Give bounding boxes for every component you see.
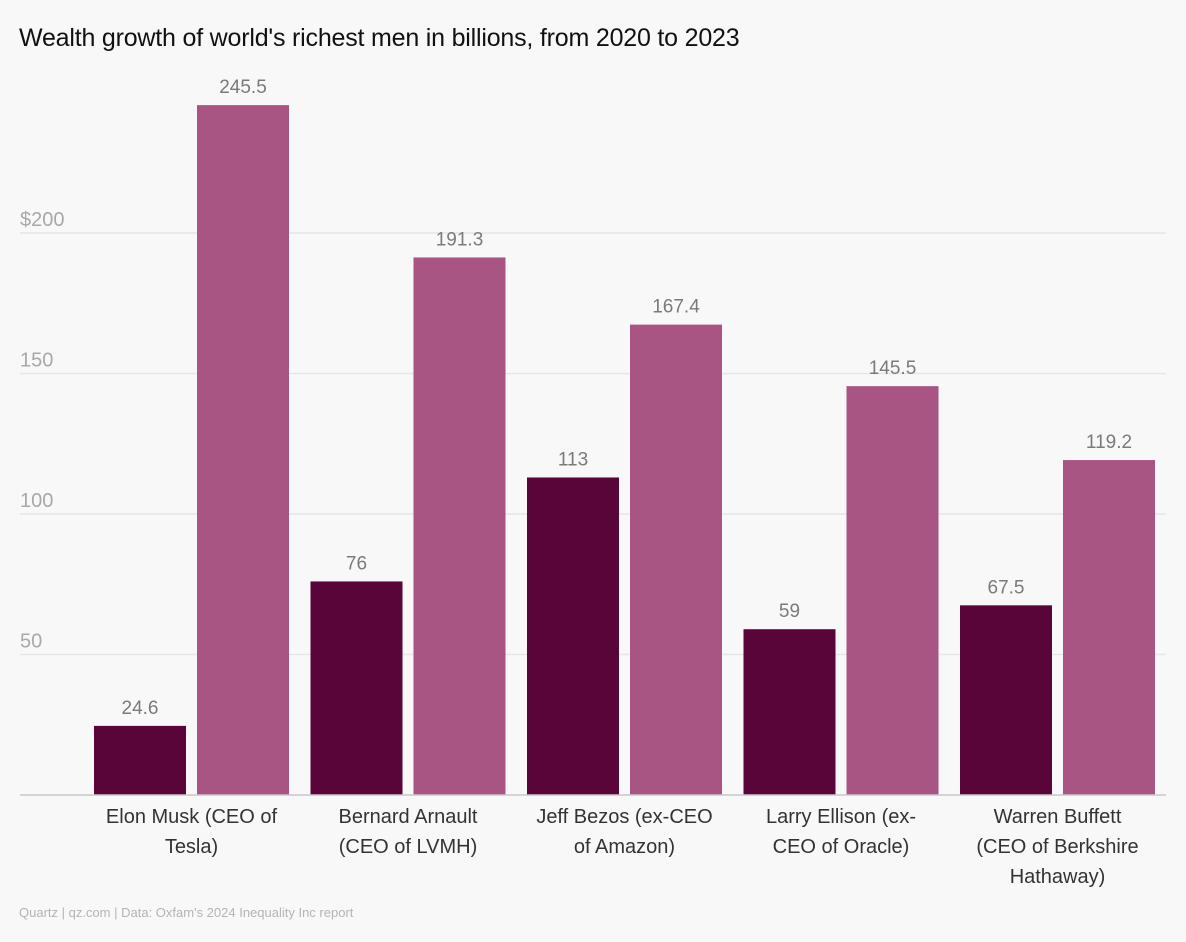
bar-2023: [413, 257, 506, 795]
data-label: 67.5: [988, 577, 1025, 598]
bar-2020: [743, 629, 836, 795]
data-label: 145.5: [869, 358, 917, 379]
bar-2023: [630, 324, 722, 795]
x-category-label-line: CEO of Oracle): [772, 836, 910, 858]
y-tick-label: 100: [20, 490, 53, 512]
x-category-label-line: Jeff Bezos (ex-CEO: [536, 806, 713, 828]
chart-title: Wealth growth of world's richest men in …: [19, 24, 740, 52]
bar-2020: [527, 477, 619, 795]
data-label: 191.3: [436, 229, 484, 250]
x-category-label-line: Warren Buffett: [993, 806, 1122, 828]
bar-2020: [310, 581, 403, 795]
x-category-label: Elon Musk (CEO of Tesla): [92, 802, 292, 862]
data-label: 24.6: [122, 698, 159, 719]
y-tick-label: $200: [20, 209, 65, 231]
x-category-label: Warren Buffett (CEO of Berkshire Hathaway): [958, 802, 1158, 892]
y-tick-label: 50: [20, 631, 42, 653]
bar-2023: [1063, 460, 1155, 795]
data-label: 76: [346, 553, 367, 574]
bar-2023: [197, 105, 289, 795]
source-note: Quartz | qz.com | Data: Oxfam's 2024 Ine…: [19, 905, 354, 920]
x-category-label-line: Bernard Arnault: [338, 806, 478, 828]
x-category-label: Larry Ellison (ex- CEO of Oracle): [741, 802, 941, 862]
x-category-label-line: Hathaway): [1009, 866, 1106, 888]
data-label: 167.4: [652, 297, 700, 318]
data-label: 113: [558, 449, 588, 470]
y-tick-label: 150: [20, 350, 53, 372]
data-labels: 24.6 245.5 76 191.3 113 167.4 59 145.5 67.5 119.2: [122, 77, 1133, 719]
x-category-label-line: Tesla): [164, 836, 219, 858]
x-category-label-line: Elon Musk (CEO of: [105, 806, 278, 828]
x-category-label-line: Larry Ellison (ex-: [765, 806, 917, 828]
bar-2020: [960, 605, 1052, 795]
data-label: 59: [779, 601, 800, 622]
data-label: 245.5: [219, 77, 267, 98]
bar-2020: [94, 725, 186, 795]
x-category-label: Bernard Arnault (CEO of LVMH): [308, 802, 508, 862]
data-label: 119.2: [1086, 432, 1132, 453]
bar-2023: [846, 386, 939, 795]
x-category-label: Jeff Bezos (ex-CEO of Amazon): [525, 802, 725, 862]
bars: [94, 105, 1155, 795]
x-category-label-line: of Amazon): [573, 836, 676, 858]
x-category-label-line: (CEO of Berkshire: [976, 836, 1139, 858]
x-category-label-line: (CEO of LVMH): [338, 836, 478, 858]
